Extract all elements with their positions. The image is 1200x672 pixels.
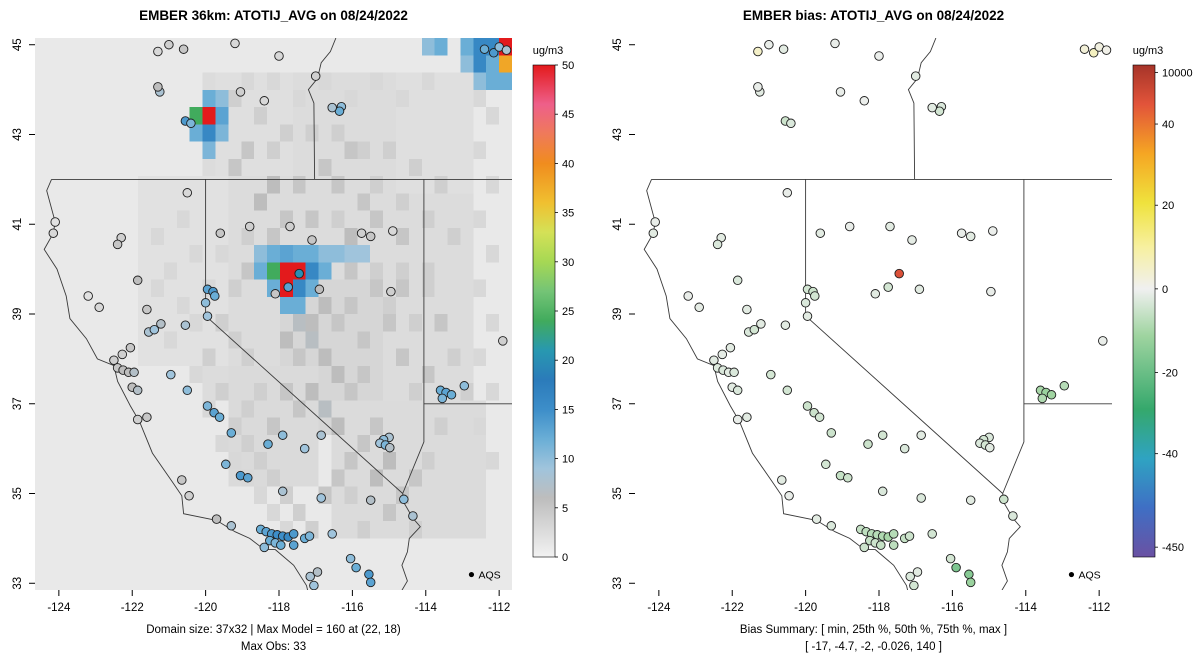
svg-text:-112: -112 [488,602,510,614]
svg-text:-122: -122 [721,602,744,614]
svg-text:-122: -122 [121,602,144,614]
bias-footer-summary-values: [ -17, -4.7, -2, -0.026, 140 ] [805,641,942,653]
svg-text:ug/m3: ug/m3 [1133,45,1164,57]
svg-text:-116: -116 [941,602,963,614]
bias-footer-summary-label: Bias Summary: [ min, 25th %, 50th %, 75t… [739,624,1008,636]
svg-text:40: 40 [1162,119,1174,131]
svg-text:-20: -20 [1162,368,1178,380]
svg-text:20: 20 [562,355,574,367]
bias-map: -124 -122 -120 -118 -116 -114 -112 33 35 37 39 41 43… [612,38,1193,614]
svg-text:AQS: AQS [1078,570,1100,582]
svg-text:5: 5 [562,503,568,515]
svg-text:-124: -124 [647,602,671,614]
svg-text:41: 41 [612,218,624,231]
model-panel: EMBER 36km: ATOTIJ_AVG on 08/24/2022 -12… [12,8,574,653]
svg-text:43: 43 [612,128,624,141]
svg-text:15: 15 [562,404,574,416]
svg-text:-450: -450 [1162,542,1184,554]
svg-text:40: 40 [562,158,574,170]
svg-text:-124: -124 [47,602,71,614]
bias-panel: EMBER bias: ATOTIJ_AVG on 08/24/2022 -12… [600,0,1200,672]
svg-text:30: 30 [562,257,574,269]
svg-text:10000: 10000 [1162,67,1193,79]
bias-panel-title: EMBER bias: ATOTIJ_AVG on 08/24/2022 [742,8,1005,23]
svg-text:33: 33 [12,577,24,590]
svg-text:-112: -112 [1088,602,1110,614]
svg-text:45: 45 [12,38,24,51]
svg-text:35: 35 [612,487,624,500]
svg-text:25: 25 [562,306,574,318]
svg-text:-40: -40 [1162,449,1178,461]
svg-text:20: 20 [1162,200,1174,212]
svg-text:10: 10 [562,454,574,466]
svg-text:37: 37 [12,397,24,410]
svg-text:-116: -116 [341,602,363,614]
svg-text:-120: -120 [194,602,217,614]
svg-text:-114: -114 [415,602,438,614]
svg-text:45: 45 [612,38,624,51]
svg-text:33: 33 [612,577,624,590]
svg-text:45: 45 [562,109,574,121]
svg-text:39: 39 [612,308,624,321]
model-footer-domain: Domain size: 37x32 | Max Model = 160 at … [146,624,401,636]
svg-text:41: 41 [12,218,24,231]
svg-text:-118: -118 [868,602,890,614]
svg-text:37: 37 [612,397,624,410]
model-footer-maxobs: Max Obs: 33 [240,641,307,653]
model-panel-title: EMBER 36km: ATOTIJ_AVG on 08/24/2022 [139,8,408,23]
model-map: -124 -122 -120 -118 -116 -114 -112 33 35 37 39 41 43… [12,38,574,614]
svg-text:-118: -118 [268,602,290,614]
svg-text:50: 50 [562,60,574,72]
svg-text:35: 35 [562,208,574,220]
svg-text:AQS: AQS [478,570,500,582]
svg-text:0: 0 [1162,284,1168,296]
svg-text:-114: -114 [1015,602,1038,614]
svg-text:43: 43 [12,128,24,141]
svg-text:35: 35 [12,487,24,500]
svg-text:-120: -120 [794,602,817,614]
svg-text:0: 0 [562,552,568,564]
svg-text:39: 39 [12,308,24,321]
svg-text:ug/m3: ug/m3 [533,45,564,57]
